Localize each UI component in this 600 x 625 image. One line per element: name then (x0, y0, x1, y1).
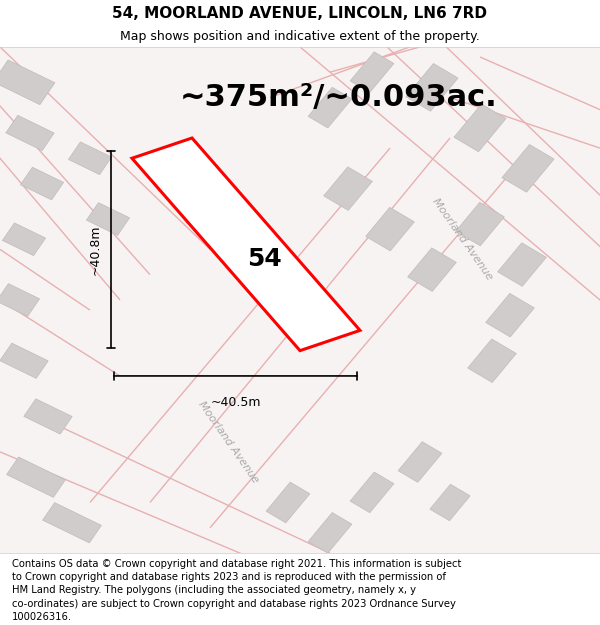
Text: 54: 54 (247, 248, 281, 271)
Polygon shape (485, 293, 535, 337)
Polygon shape (0, 343, 48, 378)
Polygon shape (43, 503, 101, 543)
Polygon shape (406, 64, 458, 111)
Polygon shape (308, 512, 352, 553)
Polygon shape (430, 484, 470, 521)
Text: ~375m²/~0.093ac.: ~375m²/~0.093ac. (180, 83, 498, 112)
Polygon shape (132, 138, 360, 351)
Polygon shape (2, 223, 46, 256)
Polygon shape (266, 482, 310, 523)
Text: to Crown copyright and database rights 2023 and is reproduced with the permissio: to Crown copyright and database rights 2… (12, 572, 446, 582)
Polygon shape (350, 52, 394, 92)
Polygon shape (6, 115, 54, 151)
Polygon shape (86, 202, 130, 236)
Polygon shape (497, 242, 547, 286)
Text: Moorland Avenue: Moorland Avenue (430, 196, 494, 282)
Text: Moorland Avenue: Moorland Avenue (196, 399, 260, 484)
Polygon shape (68, 142, 112, 174)
Polygon shape (20, 168, 64, 200)
Text: HM Land Registry. The polygons (including the associated geometry, namely x, y: HM Land Registry. The polygons (includin… (12, 586, 416, 596)
Polygon shape (323, 167, 373, 211)
Polygon shape (308, 88, 352, 128)
Polygon shape (454, 104, 506, 152)
Text: 54, MOORLAND AVENUE, LINCOLN, LN6 7RD: 54, MOORLAND AVENUE, LINCOLN, LN6 7RD (113, 6, 487, 21)
Text: ~40.8m: ~40.8m (89, 224, 102, 274)
Text: ~40.5m: ~40.5m (210, 396, 261, 409)
Polygon shape (0, 60, 55, 104)
Polygon shape (455, 202, 505, 246)
Polygon shape (365, 208, 415, 251)
Polygon shape (350, 472, 394, 512)
Polygon shape (24, 399, 72, 434)
Polygon shape (467, 339, 517, 382)
Text: Map shows position and indicative extent of the property.: Map shows position and indicative extent… (120, 30, 480, 43)
Polygon shape (398, 442, 442, 483)
Text: Contains OS data © Crown copyright and database right 2021. This information is : Contains OS data © Crown copyright and d… (12, 559, 461, 569)
Polygon shape (7, 457, 65, 498)
Text: co-ordinates) are subject to Crown copyright and database rights 2023 Ordnance S: co-ordinates) are subject to Crown copyr… (12, 599, 456, 609)
Polygon shape (0, 284, 40, 316)
Text: 100026316.: 100026316. (12, 612, 72, 622)
Polygon shape (407, 248, 457, 291)
Polygon shape (502, 144, 554, 192)
